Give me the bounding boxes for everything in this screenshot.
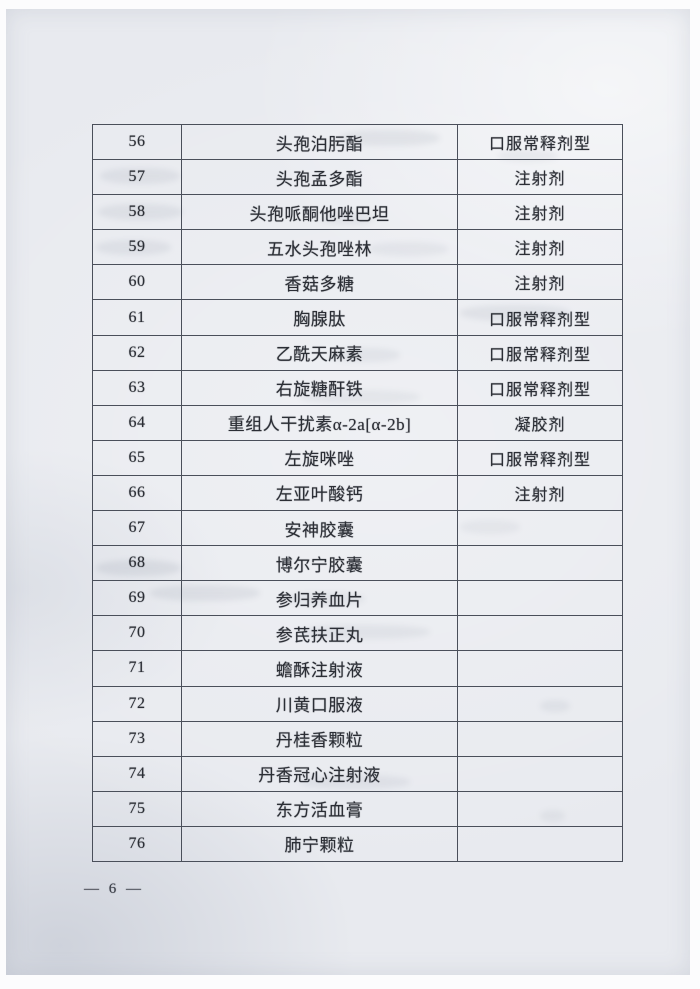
cell-no: 71 [92,650,182,687]
cell-no: 64 [92,404,182,441]
cell-form [457,510,623,547]
table-row: 74 丹香冠心注射液 [92,755,623,792]
table-row: 57 头孢孟多酯 注射剂 [92,159,623,196]
footer-page-number: — 6 — [84,881,144,897]
cell-no: 60 [92,264,182,301]
table-row: 72 川黄口服液 [92,685,623,722]
cell-form [457,650,623,687]
cell-form: 凝胶剂 [457,404,623,441]
cell-name: 头孢哌酮他唑巴坦 [181,194,458,231]
cell-no: 59 [92,229,182,266]
cell-form: 注射剂 [457,159,623,196]
cell-name: 重组人干扰素α-2a[α-2b] [181,404,458,441]
cell-name: 乙酰天麻素 [181,334,458,371]
table-row: 65 左旋咪唑 口服常释剂型 [92,439,623,476]
table-row: 73 丹桂香颗粒 [92,720,623,757]
table-row: 56 头孢泊肟酯 口服常释剂型 [92,123,623,161]
table-row: 59 五水头孢唑林 注射剂 [92,229,623,266]
cell-no: 70 [92,615,182,652]
table-row: 75 东方活血膏 [92,790,623,827]
cell-name: 头孢孟多酯 [181,159,458,196]
cell-no: 56 [92,123,182,161]
cell-form: 注射剂 [457,229,623,266]
cell-form: 口服常释剂型 [457,369,623,406]
table-row: 71 蟾酥注射液 [92,650,623,687]
cell-name: 丹香冠心注射液 [181,755,458,792]
table-row: 63 右旋糖酐铁 口服常释剂型 [92,369,623,406]
cell-no: 57 [92,159,182,196]
cell-name: 安神胶囊 [181,510,458,547]
cell-form: 口服常释剂型 [457,299,623,336]
cell-name: 胸腺肽 [181,299,458,336]
cell-name: 丹桂香颗粒 [181,720,458,757]
cell-no: 76 [92,825,182,863]
cell-no: 67 [92,510,182,547]
cell-name: 右旋糖酐铁 [181,369,458,406]
cell-name: 川黄口服液 [181,685,458,722]
table-row: 61 胸腺肽 口服常释剂型 [92,299,623,336]
cell-no: 68 [92,545,182,582]
cell-form [457,580,623,617]
cell-no: 73 [92,720,182,757]
cell-name: 参归养血片 [181,580,458,617]
table-row: 60 香菇多糖 注射剂 [92,264,623,301]
cell-form [457,755,623,792]
cell-form [457,790,623,827]
table-row: 68 博尔宁胶囊 [92,545,623,582]
cell-form [457,685,623,722]
cell-name: 头孢泊肟酯 [181,123,458,161]
cell-form: 口服常释剂型 [457,439,623,476]
cell-form [457,615,623,652]
cell-name: 左亚叶酸钙 [181,474,458,512]
drug-table-body: 56 头孢泊肟酯 口服常释剂型 57 头孢孟多酯 注射剂 58 头孢哌酮他唑巴坦 注射剂 59 五水… [92,123,623,863]
cell-name: 肺宁颗粒 [181,825,458,863]
cell-name: 五水头孢唑林 [181,229,458,266]
cell-no: 72 [92,685,182,722]
cell-form: 口服常释剂型 [457,334,623,371]
cell-no: 69 [92,580,182,617]
cell-no: 66 [92,474,182,512]
cell-no: 62 [92,334,182,371]
table-row: 64 重组人干扰素α-2a[α-2b] 凝胶剂 [92,404,623,441]
cell-no: 61 [92,299,182,336]
table-row: 69 参归养血片 [92,580,623,617]
cell-name: 香菇多糖 [181,264,458,301]
cell-form: 口服常释剂型 [457,123,623,161]
table-row: 76 肺宁颗粒 [92,825,623,863]
scanned-page: 56 头孢泊肟酯 口服常释剂型 57 头孢孟多酯 注射剂 58 头孢哌酮他唑巴坦 注射剂 59 五水… [6,9,690,975]
drug-table: 56 头孢泊肟酯 口服常释剂型 57 头孢孟多酯 注射剂 58 头孢哌酮他唑巴坦 注射剂 59 五水… [92,123,623,863]
cell-name: 东方活血膏 [181,790,458,827]
cell-form [457,545,623,582]
cell-no: 75 [92,790,182,827]
cell-form: 注射剂 [457,194,623,231]
cell-form: 注射剂 [457,264,623,301]
cell-form [457,825,623,863]
table-row: 66 左亚叶酸钙 注射剂 [92,474,623,512]
table-row: 70 参芪扶正丸 [92,615,623,652]
cell-form: 注射剂 [457,474,623,512]
cell-name: 左旋咪唑 [181,439,458,476]
table-row: 62 乙酰天麻素 口服常释剂型 [92,334,623,371]
cell-no: 63 [92,369,182,406]
cell-no: 74 [92,755,182,792]
cell-no: 65 [92,439,182,476]
cell-name: 蟾酥注射液 [181,650,458,687]
table-row: 58 头孢哌酮他唑巴坦 注射剂 [92,194,623,231]
cell-form [457,720,623,757]
cell-name: 参芪扶正丸 [181,615,458,652]
table-row: 67 安神胶囊 [92,510,623,547]
cell-no: 58 [92,194,182,231]
cell-name: 博尔宁胶囊 [181,545,458,582]
